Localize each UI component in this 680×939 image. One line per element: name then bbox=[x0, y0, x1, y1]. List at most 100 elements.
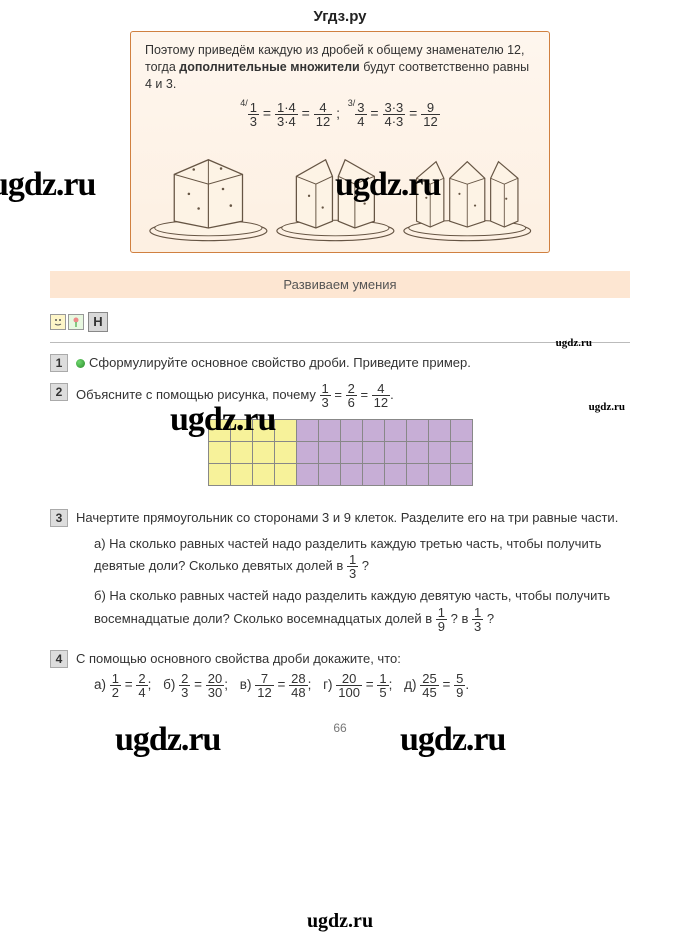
task-body: Объясните с помощью рисунка, почему 13 =… bbox=[76, 382, 630, 409]
grid-cell bbox=[384, 464, 406, 486]
f: 4 bbox=[136, 686, 147, 699]
info-text: Поэтому приведём каждую из дробей к обще… bbox=[145, 42, 535, 93]
grid-cell bbox=[340, 464, 362, 486]
lbl: а) bbox=[94, 677, 106, 692]
fraction-grid bbox=[50, 419, 630, 486]
f: 12 bbox=[372, 396, 390, 409]
f: 20 bbox=[336, 672, 362, 686]
lbl: г) bbox=[323, 677, 332, 692]
grid-cell bbox=[428, 442, 450, 464]
f: 2 bbox=[346, 382, 357, 396]
grid-cell bbox=[208, 420, 230, 442]
grid-cell bbox=[274, 420, 296, 442]
flower-icon bbox=[68, 314, 84, 330]
f: 1 bbox=[472, 606, 483, 620]
f: 3 bbox=[347, 567, 358, 580]
f1n: 1 bbox=[248, 101, 259, 115]
f: 12 bbox=[255, 686, 273, 699]
task-body: Сформулируйте основное свойство дроби. П… bbox=[76, 353, 630, 373]
f3n: 4 bbox=[314, 101, 332, 115]
task-2: 2 Объясните с помощью рисунка, почему 13… bbox=[50, 382, 630, 409]
task-num: 1 bbox=[50, 354, 68, 372]
f: 3 bbox=[320, 396, 331, 409]
f3d: 12 bbox=[314, 115, 332, 128]
task-body: Начертите прямоугольник со сторонами 3 и… bbox=[76, 508, 630, 639]
grid-cell bbox=[362, 420, 384, 442]
task-3: 3 Начертите прямоугольник со сторонами 3… bbox=[50, 508, 630, 639]
g1n: 3 bbox=[355, 101, 366, 115]
t4-text: С помощью основного свойства дроби докаж… bbox=[76, 651, 401, 666]
g3n: 9 bbox=[421, 101, 439, 115]
t3b-mid: ? в bbox=[447, 611, 472, 626]
grid-cell bbox=[318, 464, 340, 486]
f: 3 bbox=[472, 620, 483, 633]
cake-1-icon bbox=[145, 134, 272, 244]
grid-cell bbox=[208, 442, 230, 464]
lbl: д) bbox=[404, 677, 416, 692]
cake-3-icon bbox=[399, 134, 536, 244]
section-heading: Развиваем умения bbox=[50, 271, 630, 298]
task-4: 4 С помощью основного свойства дроби док… bbox=[50, 649, 630, 700]
sup2: 3/ bbox=[348, 98, 356, 108]
t3b: б) На сколько равных частей надо раздели… bbox=[94, 586, 630, 633]
f: 25 bbox=[420, 672, 438, 686]
grid-cell bbox=[230, 442, 252, 464]
f: 20 bbox=[206, 672, 224, 686]
footer-watermark: ugdz.ru bbox=[0, 910, 680, 933]
lbl: в) bbox=[240, 677, 252, 692]
grid-cell bbox=[230, 464, 252, 486]
t3-intro: Начертите прямоугольник со сторонами 3 и… bbox=[76, 510, 618, 525]
f: 2 bbox=[179, 672, 190, 686]
grid-cell bbox=[274, 442, 296, 464]
f: 9 bbox=[454, 686, 465, 699]
t2-suffix: . bbox=[390, 387, 394, 402]
g3d: 12 bbox=[421, 115, 439, 128]
f: 5 bbox=[377, 686, 388, 699]
f: 5 bbox=[454, 672, 465, 686]
cake-2-icon bbox=[272, 134, 399, 244]
grid-cell bbox=[340, 420, 362, 442]
g1d: 4 bbox=[355, 115, 366, 128]
grid-cell bbox=[428, 464, 450, 486]
f2n: 1·4 bbox=[275, 101, 298, 115]
watermark: ugdz.ru bbox=[0, 166, 95, 204]
lbl: б) bbox=[163, 677, 175, 692]
f: 1 bbox=[436, 606, 447, 620]
task1-text: Сформулируйте основное свойство дроби. П… bbox=[89, 355, 471, 370]
grid-cell bbox=[340, 442, 362, 464]
f: 2 bbox=[110, 686, 121, 699]
info-box: Поэтому приведём каждую из дробей к обще… bbox=[130, 31, 550, 253]
task-num: 2 bbox=[50, 383, 68, 401]
category-row: Н bbox=[50, 312, 630, 332]
t3b-post: ? bbox=[483, 611, 494, 626]
info-equation: 4/13 = 1·43·4 = 412 ; 3/34 = 3·34·3 = 91… bbox=[145, 101, 535, 128]
page-content: ugdz.ru ugdz.ru ugdz.ru ugdz.ru ugdz.ru … bbox=[0, 31, 680, 735]
grid-cell bbox=[406, 420, 428, 442]
grid-cell bbox=[252, 464, 274, 486]
divider bbox=[50, 342, 630, 343]
f: 9 bbox=[436, 620, 447, 633]
t3b-pre: б) На сколько равных частей надо раздели… bbox=[94, 588, 610, 625]
task-num: 3 bbox=[50, 509, 68, 527]
cake-illustration bbox=[145, 134, 535, 244]
f: 30 bbox=[206, 686, 224, 699]
grid-cell bbox=[252, 420, 274, 442]
grid-cell bbox=[296, 442, 318, 464]
site-header: Угдз.ру bbox=[0, 0, 680, 31]
f: 7 bbox=[255, 672, 273, 686]
f: 1 bbox=[377, 672, 388, 686]
grid-cell bbox=[362, 442, 384, 464]
f: 28 bbox=[289, 672, 307, 686]
grid-cell bbox=[450, 442, 472, 464]
green-bullet-icon bbox=[76, 359, 85, 368]
grid-cell bbox=[384, 420, 406, 442]
f: 1 bbox=[347, 553, 358, 567]
grid-cell bbox=[318, 420, 340, 442]
grid-cell bbox=[384, 442, 406, 464]
f: 1 bbox=[110, 672, 121, 686]
grid-cell bbox=[274, 464, 296, 486]
f: 4 bbox=[372, 382, 390, 396]
grid-cell bbox=[450, 464, 472, 486]
f: 6 bbox=[346, 396, 357, 409]
grid-cell bbox=[406, 442, 428, 464]
